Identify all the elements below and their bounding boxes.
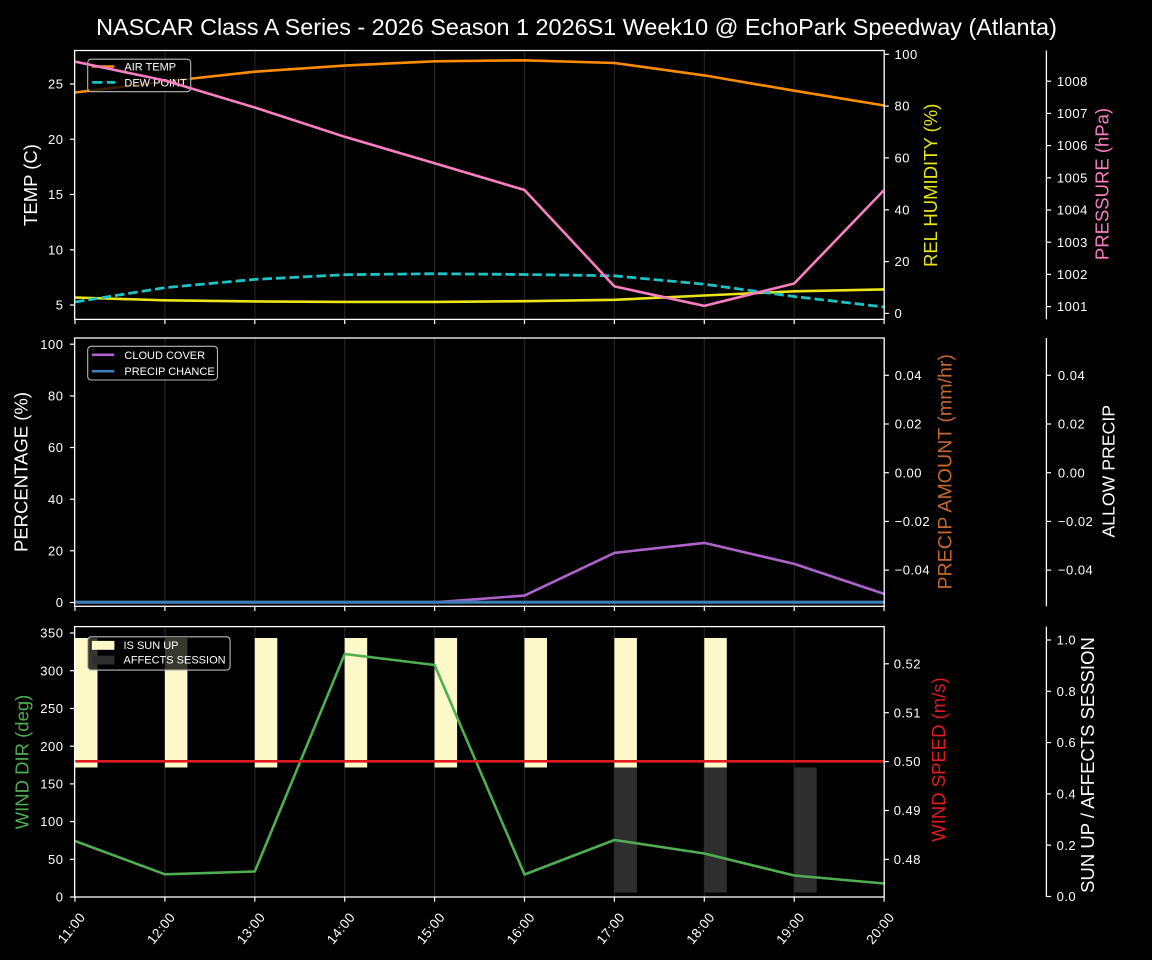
svg-text:AFFECTS SESSION: AFFECTS SESSION bbox=[124, 655, 226, 667]
svg-text:ALLOW PRECIP: ALLOW PRECIP bbox=[1099, 405, 1119, 538]
svg-text:0.52: 0.52 bbox=[894, 656, 921, 671]
svg-text:40: 40 bbox=[895, 202, 910, 217]
svg-text:CLOUD COVER: CLOUD COVER bbox=[124, 350, 205, 362]
svg-text:50: 50 bbox=[48, 852, 63, 867]
svg-text:−0.02: −0.02 bbox=[895, 514, 930, 529]
svg-text:−0.04: −0.04 bbox=[895, 563, 930, 578]
svg-text:10: 10 bbox=[48, 242, 63, 257]
svg-text:1005: 1005 bbox=[1057, 170, 1088, 185]
svg-text:0.02: 0.02 bbox=[1058, 417, 1085, 432]
svg-text:20: 20 bbox=[48, 132, 63, 147]
svg-text:−0.04: −0.04 bbox=[1058, 563, 1093, 578]
svg-text:−0.02: −0.02 bbox=[1058, 514, 1093, 529]
svg-text:PRECIP CHANCE: PRECIP CHANCE bbox=[124, 366, 214, 378]
svg-text:350: 350 bbox=[40, 626, 63, 641]
svg-text:15: 15 bbox=[48, 187, 63, 202]
svg-text:100: 100 bbox=[40, 337, 63, 352]
svg-text:100: 100 bbox=[40, 814, 63, 829]
svg-text:80: 80 bbox=[48, 389, 63, 404]
svg-text:REL HUMIDITY (%): REL HUMIDITY (%) bbox=[920, 104, 941, 267]
svg-text:0: 0 bbox=[56, 890, 64, 905]
svg-text:0.00: 0.00 bbox=[895, 465, 922, 480]
svg-text:TEMP (C): TEMP (C) bbox=[20, 144, 41, 226]
svg-text:1.0: 1.0 bbox=[1057, 633, 1077, 648]
svg-text:20: 20 bbox=[895, 254, 910, 269]
svg-text:250: 250 bbox=[40, 701, 63, 716]
svg-text:0.02: 0.02 bbox=[895, 417, 922, 432]
svg-text:100: 100 bbox=[895, 47, 918, 62]
svg-text:0.51: 0.51 bbox=[894, 705, 921, 720]
svg-text:0: 0 bbox=[895, 306, 903, 321]
svg-text:WIND SPEED (m/s): WIND SPEED (m/s) bbox=[928, 677, 949, 841]
svg-text:NASCAR Class A Series - 2026 S: NASCAR Class A Series - 2026 Season 1 20… bbox=[96, 14, 1057, 40]
svg-text:0.2: 0.2 bbox=[1057, 838, 1077, 853]
svg-text:1003: 1003 bbox=[1057, 235, 1088, 250]
svg-text:20: 20 bbox=[48, 543, 63, 558]
svg-text:AIR TEMP: AIR TEMP bbox=[124, 62, 176, 74]
svg-text:0.6: 0.6 bbox=[1057, 735, 1077, 750]
svg-text:1001: 1001 bbox=[1057, 299, 1088, 314]
svg-text:40: 40 bbox=[48, 492, 63, 507]
svg-text:1007: 1007 bbox=[1057, 106, 1088, 121]
svg-text:0.8: 0.8 bbox=[1057, 684, 1077, 699]
svg-text:0.49: 0.49 bbox=[894, 803, 921, 818]
svg-text:0.00: 0.00 bbox=[1058, 465, 1085, 480]
svg-text:200: 200 bbox=[40, 739, 63, 754]
svg-text:60: 60 bbox=[48, 440, 63, 455]
svg-text:300: 300 bbox=[40, 663, 63, 678]
svg-text:0.04: 0.04 bbox=[1058, 368, 1085, 383]
svg-text:0: 0 bbox=[56, 595, 64, 610]
svg-text:IS SUN UP: IS SUN UP bbox=[124, 640, 179, 652]
svg-text:0.50: 0.50 bbox=[894, 754, 921, 769]
svg-text:1002: 1002 bbox=[1057, 267, 1088, 282]
svg-text:0.48: 0.48 bbox=[894, 852, 921, 867]
svg-text:1006: 1006 bbox=[1057, 138, 1088, 153]
svg-text:PRECIP AMOUNT (mm/hr): PRECIP AMOUNT (mm/hr) bbox=[935, 354, 957, 590]
svg-text:1008: 1008 bbox=[1057, 74, 1088, 89]
svg-text:SUN UP / AFFECTS SESSION: SUN UP / AFFECTS SESSION bbox=[1077, 637, 1098, 893]
svg-text:1004: 1004 bbox=[1057, 203, 1088, 218]
svg-text:60: 60 bbox=[895, 151, 910, 166]
svg-text:PERCENTAGE (%): PERCENTAGE (%) bbox=[11, 392, 32, 552]
svg-text:DEW POINT: DEW POINT bbox=[124, 78, 187, 90]
svg-text:0.04: 0.04 bbox=[895, 368, 922, 383]
svg-text:WIND DIR (deg): WIND DIR (deg) bbox=[12, 695, 33, 830]
svg-text:150: 150 bbox=[40, 777, 63, 792]
svg-text:PRESSURE (hPa): PRESSURE (hPa) bbox=[1092, 108, 1113, 260]
svg-text:0.0: 0.0 bbox=[1057, 889, 1077, 904]
svg-text:0.4: 0.4 bbox=[1057, 787, 1077, 802]
svg-text:5: 5 bbox=[56, 298, 64, 313]
svg-text:25: 25 bbox=[48, 77, 63, 92]
svg-text:80: 80 bbox=[895, 99, 910, 114]
